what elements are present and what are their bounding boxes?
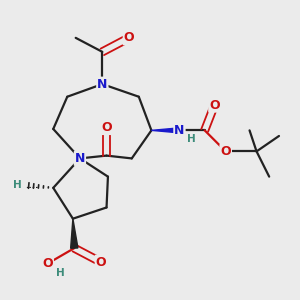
Text: N: N [75, 152, 85, 165]
Polygon shape [152, 128, 179, 133]
Text: O: O [42, 257, 53, 270]
Text: H: H [13, 180, 22, 190]
Text: O: O [124, 31, 134, 44]
Text: O: O [96, 256, 106, 269]
Text: N: N [174, 124, 184, 137]
Text: O: O [101, 121, 112, 134]
Text: O: O [209, 99, 220, 112]
Text: H: H [56, 268, 65, 278]
Polygon shape [71, 219, 78, 248]
Text: ....: .... [25, 181, 39, 190]
Text: H: H [187, 134, 196, 144]
Text: N: N [97, 78, 107, 91]
Text: O: O [220, 145, 231, 158]
